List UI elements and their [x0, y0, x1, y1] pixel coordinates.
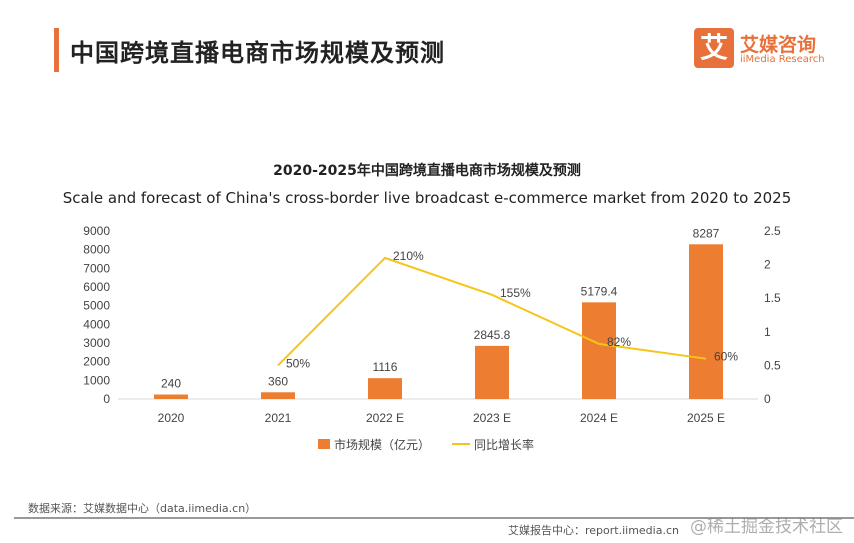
y-left-tick: 2000	[83, 355, 110, 369]
title-accent-bar	[54, 28, 59, 72]
bar-label: 360	[268, 374, 288, 388]
x-tick: 2024 E	[580, 411, 618, 425]
x-tick: 2023 E	[473, 411, 511, 425]
bar-label: 2845.8	[474, 328, 511, 342]
bar	[261, 392, 295, 399]
chart-title: 2020-2025年中国跨境直播电商市场规模及预测	[273, 163, 581, 179]
legend-bar-swatch	[318, 439, 330, 449]
y-left-tick: 5000	[83, 299, 110, 313]
y-right-tick: 2	[764, 258, 771, 272]
bar	[368, 378, 402, 399]
chart-subtitle: Scale and forecast of China's cross-bord…	[62, 189, 792, 207]
y-left-tick: 9000	[83, 224, 110, 238]
x-tick: 2025 E	[687, 411, 725, 425]
legend-line-label: 同比增长率	[474, 437, 534, 452]
source-note: 数据来源：艾媒数据中心（data.iimedia.cn）	[28, 502, 257, 515]
y-right-tick: 1	[764, 325, 771, 339]
y-left-tick: 7000	[83, 261, 110, 275]
bar-label: 240	[161, 377, 181, 391]
y-right-tick: 1.5	[764, 291, 781, 305]
divider	[14, 517, 854, 519]
x-tick: 2022 E	[366, 411, 404, 425]
bar	[154, 394, 188, 399]
line-label: 50%	[286, 356, 310, 370]
bar-label: 1116	[373, 360, 398, 374]
x-tick: 2021	[265, 411, 292, 425]
line-label: 60%	[714, 350, 738, 364]
y-left-tick: 4000	[83, 317, 110, 331]
y-left-tick: 6000	[83, 280, 110, 294]
logo-subtext: iiMedia Research	[740, 54, 825, 65]
y-right-tick: 2.5	[764, 224, 781, 238]
y-left-tick: 1000	[83, 373, 110, 387]
y-right-tick: 0.5	[764, 358, 781, 372]
watermark: @稀土掘金技术社区	[690, 517, 843, 537]
bar-label: 8287	[693, 226, 720, 240]
bar-label: 5179.4	[581, 284, 618, 298]
logo-icon: 艾	[694, 28, 734, 68]
legend-bar-label: 市场规模（亿元）	[334, 437, 430, 452]
growth-line	[277, 256, 707, 367]
y-left-tick: 8000	[83, 243, 110, 257]
page-title: 中国跨境直播电商市场规模及预测	[70, 39, 445, 67]
report-note: 艾媒报告中心：report.iimedia.cn	[508, 524, 679, 537]
y-left-tick: 3000	[83, 336, 110, 350]
x-tick: 2020	[158, 411, 185, 425]
logo-text: 艾媒咨询	[740, 34, 817, 56]
line-label: 82%	[607, 335, 631, 349]
y-right-tick: 0	[764, 392, 771, 406]
line-label: 155%	[500, 286, 531, 300]
bar	[689, 244, 723, 399]
y-left-tick: 0	[103, 392, 110, 406]
bar	[475, 345, 509, 399]
bar	[582, 302, 616, 399]
line-label: 210%	[393, 249, 424, 263]
